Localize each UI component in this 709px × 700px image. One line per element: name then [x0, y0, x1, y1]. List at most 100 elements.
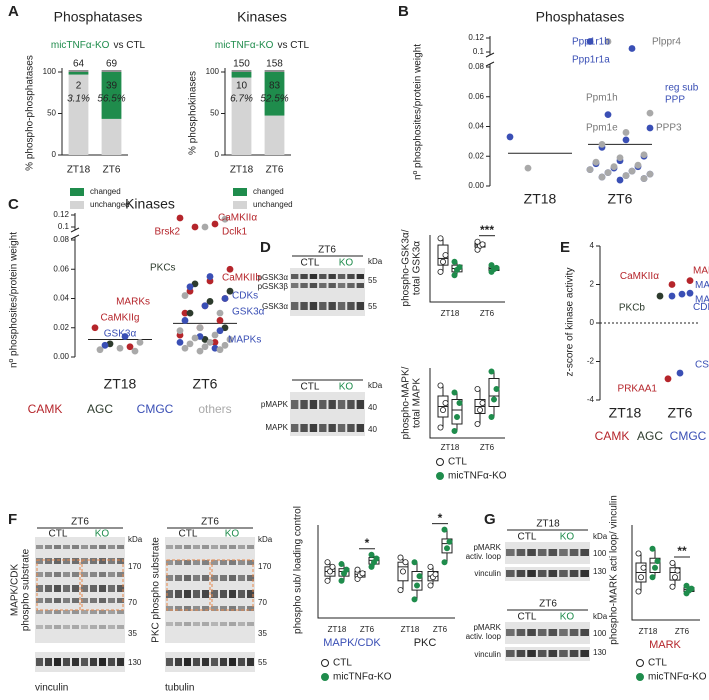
box: [488, 378, 500, 407]
blot-band: [108, 610, 115, 614]
blot-band: [117, 598, 124, 603]
data-point: [413, 582, 420, 589]
data-point: [186, 340, 194, 348]
point-label: PKCb: [619, 303, 646, 314]
blot-band: [99, 558, 106, 564]
legend-swatch: [70, 201, 84, 209]
sig-label: **: [677, 544, 687, 558]
blot-band: [117, 585, 124, 592]
blot-band: [506, 650, 515, 657]
data-point: [191, 280, 199, 288]
blot-group: KO: [560, 612, 575, 623]
blot-size: 170: [128, 562, 142, 571]
legend-label: CTL: [333, 658, 352, 669]
blot: [505, 622, 590, 644]
y-tick-label: 2: [590, 280, 595, 289]
y-tick-label: 0.1: [58, 222, 70, 231]
total-label: 150: [233, 59, 250, 70]
annotation: Brsk2: [154, 227, 180, 238]
annotation: MAPKs: [228, 335, 261, 346]
blot-band: [527, 570, 536, 577]
blot-band: [45, 558, 52, 564]
legend-label: others: [198, 402, 231, 416]
blot-band: [220, 606, 227, 611]
point-label: CDK1: [693, 302, 709, 313]
annotation: PKCs: [150, 263, 176, 274]
data-point: [196, 324, 204, 332]
data-point: [216, 327, 224, 335]
blot-band: [229, 658, 236, 666]
blot-band: [506, 629, 515, 636]
data-point: [640, 564, 647, 571]
blot-band: [54, 585, 61, 592]
y-tick-label: 0.04: [468, 122, 484, 131]
data-point: [216, 317, 224, 324]
y-axis-label: phospho-MAPK/: [401, 366, 412, 439]
blot-group: KO: [339, 258, 354, 269]
data-point: [451, 389, 458, 396]
annotation: GSK3α: [232, 307, 265, 318]
blot-band: [36, 625, 43, 629]
annotation: Dclk1: [222, 227, 247, 238]
data-point: [474, 238, 481, 245]
data-point: [368, 563, 375, 570]
blot-band: [537, 650, 547, 657]
blot-band: [45, 585, 52, 592]
blot-band: [175, 545, 182, 549]
blot-band: [319, 283, 327, 288]
blot-band: [81, 658, 88, 666]
data-point: [354, 566, 361, 573]
legend-label: changed: [90, 187, 121, 196]
blot-unit: kDa: [368, 381, 383, 390]
blot-band: [516, 570, 526, 577]
blot-band: [337, 400, 346, 409]
data-point: [674, 567, 681, 574]
blot-band: [36, 572, 43, 577]
roi-box: [81, 559, 124, 611]
blot-band: [300, 302, 308, 310]
blot-band: [54, 610, 61, 614]
data-point: [324, 577, 331, 584]
count-label: 39: [106, 81, 118, 92]
blot-row: pGSK3α: [258, 273, 289, 282]
blot-label: PKC phospho substrate: [151, 537, 162, 643]
blot-band: [291, 424, 299, 432]
blot-size: 35: [258, 629, 267, 638]
data-point: [442, 399, 449, 406]
blot-row: MAPK: [265, 423, 288, 432]
data-point: [654, 558, 661, 565]
blot-band: [309, 424, 318, 432]
blot-band: [328, 283, 336, 288]
data-point: [131, 347, 139, 355]
blot-band: [247, 622, 254, 626]
blot-band: [108, 658, 115, 666]
point-label: PRKAA1: [618, 383, 658, 394]
blot-band: [36, 545, 43, 549]
data-point: [451, 272, 458, 279]
data-point: [324, 559, 331, 566]
blot-band: [108, 598, 115, 603]
annotation: PPP3: [656, 123, 682, 134]
blot-size: 70: [128, 598, 137, 607]
blot-band: [220, 560, 227, 565]
blot-size: 70: [258, 598, 267, 607]
data-point: [221, 341, 229, 349]
axis: [317, 525, 455, 619]
blot-band: [300, 424, 308, 432]
blot-band: [72, 545, 79, 549]
data-point: [226, 336, 234, 343]
blot-band: [175, 606, 182, 611]
y-axis-label: % phospho-phosphatases: [25, 55, 36, 171]
y-tick-label: 0: [52, 150, 57, 159]
chart-subtitle: micTNFα-KO vs CTL: [215, 40, 310, 51]
panel-label: C: [8, 196, 19, 213]
blot-band: [506, 549, 515, 556]
data-point: [326, 568, 333, 575]
blot-band: [347, 274, 355, 279]
blot-band: [54, 625, 61, 629]
x-tick-label: ZT18: [524, 191, 557, 207]
data-point: [446, 538, 453, 545]
blot-size: 130: [593, 567, 607, 576]
sig-label: *: [365, 536, 370, 550]
blot-band: [108, 585, 115, 592]
